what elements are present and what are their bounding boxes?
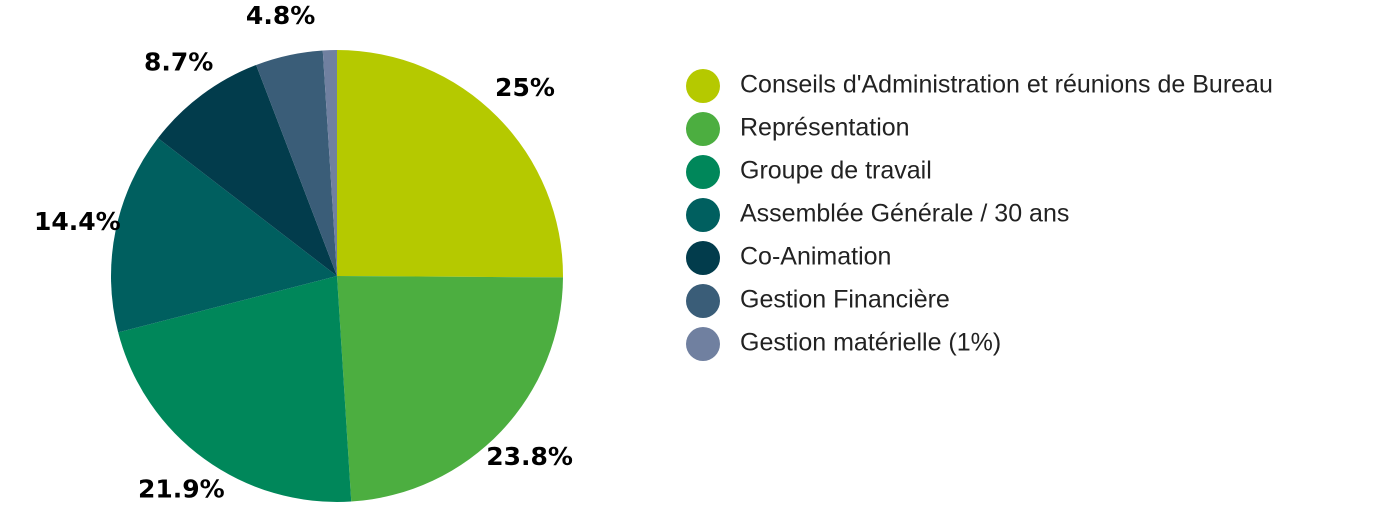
legend-swatch [686,284,720,318]
legend-label: Co-Animation [740,243,891,271]
legend-label: Assemblée Générale / 30 ans [740,200,1069,228]
value-label: 25% [495,73,555,102]
pie-slice [337,276,563,502]
value-label: 21.9% [138,474,225,503]
pie-slice [157,64,337,276]
value-label: 4.8% [246,1,315,30]
legend-label: Groupe de travail [740,157,932,185]
legend-label: Représentation [740,114,910,142]
legend-swatch [686,69,720,103]
legend-swatch [686,155,720,189]
legend-label: Gestion Financière [740,286,950,314]
pie-slice [111,138,338,333]
pie-slice [118,276,352,503]
pie-slice [256,50,337,276]
value-label: 8.7% [144,47,213,76]
value-label: 14.4% [34,207,121,236]
pie-slice [322,50,337,276]
legend-swatch [686,112,720,146]
value-label: 23.8% [486,442,573,471]
legend-label: Conseils d'Administration et réunions de… [740,71,1273,99]
pie-slice [337,50,563,278]
legend-swatch [686,241,720,275]
legend-swatch [686,327,720,361]
legend-label: Gestion matérielle (1%) [740,329,1001,357]
legend-swatch [686,198,720,232]
